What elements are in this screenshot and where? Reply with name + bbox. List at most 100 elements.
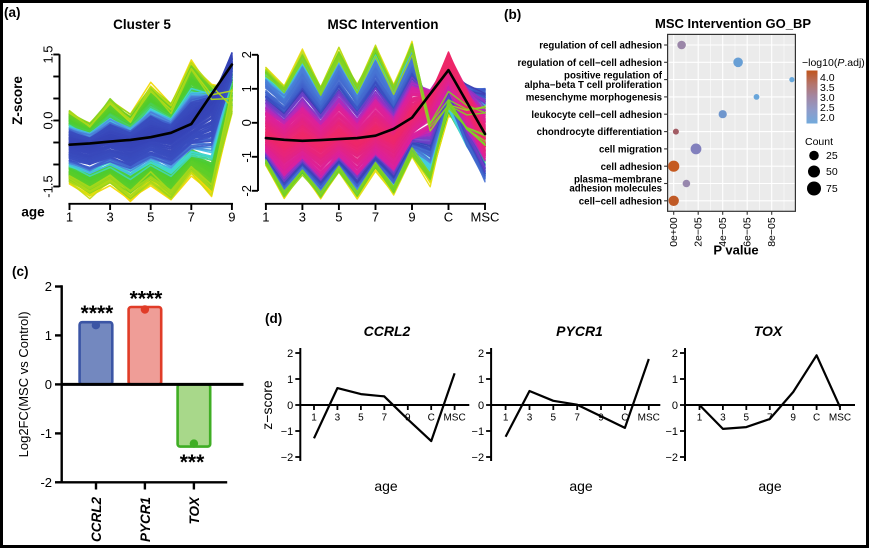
svg-text:-2: -2: [239, 185, 254, 197]
svg-text:C: C: [813, 413, 820, 424]
svg-text:3.5: 3.5: [820, 82, 835, 94]
svg-text:−2: −2: [281, 452, 294, 464]
svg-text:5: 5: [551, 413, 557, 424]
svg-text:mesenchyme morphogenesis: mesenchyme morphogenesis: [526, 93, 662, 104]
svg-text:−1: −1: [472, 426, 485, 438]
svg-text:−1: −1: [665, 426, 678, 438]
svg-text:alpha−beta T cell proliferatio: alpha−beta T cell proliferation: [524, 80, 662, 91]
svg-text:3: 3: [527, 413, 533, 424]
svg-text:1: 1: [66, 210, 73, 225]
svg-text:-1: -1: [239, 151, 254, 163]
svg-text:CCRL2: CCRL2: [364, 323, 411, 339]
svg-text:5: 5: [335, 210, 342, 225]
svg-text:3: 3: [720, 413, 726, 424]
svg-text:P value: P value: [713, 243, 758, 258]
svg-text:regulation of cell−cell adhesi: regulation of cell−cell adhesion: [517, 58, 662, 69]
svg-text:2.0: 2.0: [820, 112, 835, 124]
svg-text:MSC: MSC: [443, 413, 465, 424]
svg-text:2: 2: [672, 348, 678, 360]
svg-text:3: 3: [106, 210, 113, 225]
svg-text:regulation of cell adhesion: regulation of cell adhesion: [539, 41, 662, 52]
svg-text:0: 0: [45, 377, 52, 392]
svg-text:z−score: z−score: [259, 380, 275, 430]
svg-text:7: 7: [188, 210, 195, 225]
svg-text:cell adhesion: cell adhesion: [601, 162, 662, 173]
svg-text:5: 5: [358, 413, 364, 424]
svg-text:8e−05: 8e−05: [766, 217, 778, 247]
svg-text:0: 0: [478, 400, 484, 412]
svg-text:0: 0: [287, 400, 293, 412]
svg-text:1: 1: [287, 374, 293, 386]
svg-text:chondrocyte differentiation: chondrocyte differentiation: [537, 127, 662, 138]
svg-text:−1: −1: [281, 426, 294, 438]
svg-text:25: 25: [826, 150, 838, 162]
svg-text:0e+00: 0e+00: [668, 217, 680, 247]
svg-text:0: 0: [239, 119, 254, 126]
svg-text:3: 3: [299, 210, 306, 225]
svg-text:4e−05: 4e−05: [717, 217, 729, 247]
svg-text:(d): (d): [265, 311, 282, 326]
svg-text:Log2FC(MSC vs Control): Log2FC(MSC vs Control): [16, 311, 31, 457]
svg-text:****: ****: [130, 288, 164, 311]
svg-text:6e−05: 6e−05: [742, 217, 754, 247]
svg-text:5: 5: [744, 413, 750, 424]
svg-text:***: ***: [180, 451, 205, 474]
svg-text:age: age: [758, 478, 782, 494]
svg-text:0.0: 0.0: [40, 111, 55, 129]
svg-text:5: 5: [147, 210, 154, 225]
svg-text:3.0: 3.0: [820, 92, 835, 104]
svg-text:PYCR1: PYCR1: [556, 323, 603, 339]
svg-text:1.5: 1.5: [40, 45, 55, 63]
svg-text:1: 1: [697, 413, 703, 424]
svg-text:-1.5: -1.5: [40, 175, 55, 197]
svg-text:50: 50: [826, 166, 838, 178]
svg-text:MSC Intervention: MSC Intervention: [327, 17, 438, 32]
svg-text:2: 2: [239, 51, 254, 58]
svg-text:4.0: 4.0: [820, 72, 835, 84]
svg-text:MSC: MSC: [638, 413, 660, 424]
svg-text:leukocyte cell−cell adhesion: leukocyte cell−cell adhesion: [531, 110, 662, 121]
svg-text:9: 9: [408, 210, 415, 225]
svg-text:1: 1: [311, 413, 317, 424]
svg-text:-2: -2: [40, 475, 52, 490]
svg-text:CCRL2: CCRL2: [89, 497, 104, 542]
svg-text:MSC: MSC: [471, 210, 500, 225]
svg-text:****: ****: [81, 302, 115, 325]
svg-text:MSC: MSC: [829, 413, 851, 424]
svg-text:0: 0: [672, 400, 678, 412]
svg-text:TOX: TOX: [754, 323, 784, 339]
svg-text:(a): (a): [4, 5, 21, 20]
svg-text:3: 3: [335, 413, 341, 424]
svg-text:adhesion molecules: adhesion molecules: [569, 184, 662, 195]
svg-text:(b): (b): [504, 7, 521, 22]
svg-text:age: age: [374, 478, 398, 494]
svg-text:cell−cell adhesion: cell−cell adhesion: [579, 196, 662, 207]
svg-text:plasma−membrane: plasma−membrane: [574, 174, 663, 185]
svg-text:7: 7: [382, 413, 388, 424]
svg-text:1: 1: [503, 413, 509, 424]
svg-text:7: 7: [372, 210, 379, 225]
svg-text:C: C: [444, 210, 453, 225]
svg-text:−log10(P.adj): −log10(P.adj): [802, 57, 865, 69]
svg-text:Z-score: Z-score: [10, 76, 25, 125]
svg-text:1: 1: [239, 85, 254, 92]
svg-text:age: age: [569, 478, 593, 494]
svg-text:2.5: 2.5: [820, 102, 835, 114]
svg-text:9: 9: [790, 413, 796, 424]
svg-text:cell migration: cell migration: [599, 145, 662, 156]
svg-text:7: 7: [574, 413, 580, 424]
svg-text:TOX: TOX: [187, 496, 202, 525]
svg-text:−2: −2: [665, 452, 678, 464]
svg-text:2: 2: [478, 348, 484, 360]
svg-text:Count: Count: [805, 136, 833, 148]
svg-text:C: C: [428, 413, 435, 424]
svg-text:Cluster 5: Cluster 5: [113, 17, 171, 32]
svg-text:2: 2: [45, 279, 52, 294]
svg-text:positive regulation of: positive regulation of: [564, 70, 663, 81]
svg-text:-1: -1: [40, 426, 52, 441]
svg-text:2e−05: 2e−05: [693, 217, 705, 247]
svg-text:−2: −2: [472, 452, 485, 464]
svg-text:2: 2: [287, 348, 293, 360]
svg-text:9: 9: [598, 413, 604, 424]
svg-text:9: 9: [228, 210, 235, 225]
